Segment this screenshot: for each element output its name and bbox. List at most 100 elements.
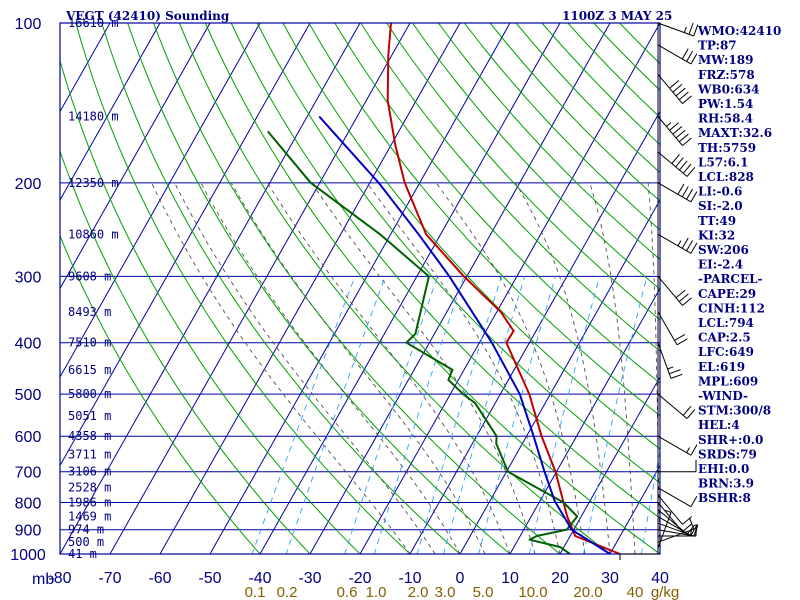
- chart-title: VEGT (42410) Sounding: [65, 9, 230, 23]
- index-value: BSHR:8: [698, 491, 751, 505]
- index-value: TP:87: [698, 39, 737, 53]
- index-value: LCL:828: [698, 170, 754, 184]
- mixing-ratio-label: 10.0: [518, 584, 547, 600]
- index-value: -PARCEL-: [698, 272, 763, 286]
- height-label: 16610 m: [68, 16, 119, 30]
- wind-barb: [657, 509, 688, 535]
- wind-barb-feather: [681, 237, 689, 249]
- wind-barb-feather: [682, 163, 692, 174]
- mixing-ratio-label: 0.2: [277, 584, 298, 600]
- index-value: SRDS:79: [698, 447, 757, 461]
- dry-adiabat-line: [412, 23, 660, 290]
- index-value: LI:-0.6: [698, 185, 742, 199]
- wind-barb-feather: [693, 524, 699, 537]
- index-value: RH:58.4: [698, 112, 753, 126]
- wind-barb-feather: [682, 405, 692, 416]
- moist-adiabat-line: [200, 182, 461, 554]
- isotherm-line: [60, 23, 261, 379]
- wind-barb-feather: [690, 444, 698, 456]
- height-label: 974 m: [68, 523, 104, 537]
- dry-adiabat-line: [101, 23, 461, 554]
- index-value: MAXT:32.6: [698, 126, 772, 140]
- index-value: CINH:112: [698, 301, 765, 315]
- mixing-ratio-label: 40: [627, 584, 644, 600]
- wind-barb: [657, 311, 678, 346]
- height-label: 3106 m: [68, 465, 111, 479]
- pressure-tick-label: 1000: [10, 547, 46, 564]
- dry-adiabat-line: [178, 23, 611, 554]
- height-label: 500 m: [68, 535, 104, 549]
- wind-barb-feather: [675, 289, 686, 299]
- plot-frame: [59, 22, 661, 555]
- moist-adiabat-line: [267, 182, 511, 554]
- dry-adiabat-line: [308, 23, 660, 417]
- wind-barb-feather: [682, 523, 692, 533]
- mixing-ratio-label: 1.0: [366, 584, 387, 600]
- dry-adiabat-line: [127, 23, 511, 554]
- wind-barb-feather: [686, 240, 694, 252]
- dry-adiabat-line: [60, 58, 361, 554]
- mixing-ratio-label: 0.6: [337, 584, 358, 600]
- wind-barb: [657, 151, 688, 177]
- wind-barb-half: [686, 447, 691, 453]
- pressure-tick-label: 400: [15, 336, 42, 353]
- dry-adiabat-line: [153, 23, 561, 554]
- temperature-tick-label: -20: [348, 570, 371, 587]
- height-label: 2528 m: [68, 481, 111, 495]
- pressure-tick-label: 700: [15, 465, 42, 482]
- mixing-ratio-line: [416, 276, 502, 554]
- wind-barb-feather: [681, 186, 689, 198]
- moist-adiabat-line: [435, 182, 586, 554]
- wind-barb: [657, 342, 672, 379]
- pressure-tick-label: 900: [15, 523, 42, 540]
- pressure-tick-label: 800: [15, 496, 42, 513]
- temperature-tick-label: -30: [298, 570, 321, 587]
- pressure-tick-label: 500: [15, 387, 42, 404]
- wind-barb-feather: [682, 137, 692, 146]
- index-value: CAP:2.5: [698, 331, 751, 345]
- mixing-ratio-label: g/kg: [651, 584, 679, 600]
- index-value: WMO:42410: [697, 24, 781, 38]
- height-label: 1469 m: [68, 510, 111, 524]
- moist-adiabat-line: [515, 182, 611, 554]
- dry-adiabat-line: [386, 23, 660, 321]
- wind-barb: [657, 487, 692, 508]
- wind-barb-feather: [693, 24, 699, 37]
- height-label: 5051 m: [68, 409, 111, 423]
- wind-barb: [657, 116, 683, 146]
- wind-barb-feather: [672, 83, 683, 93]
- chart-timestamp: 1100Z 3 MAY 25: [562, 9, 672, 23]
- wind-barb: [657, 502, 683, 532]
- sounding-profiles: [267, 23, 621, 554]
- wind-barb: [657, 74, 683, 104]
- wind-barb-feather: [690, 496, 698, 507]
- height-label: 5800 m: [68, 387, 111, 401]
- temperature-tick-label: -70: [98, 570, 121, 587]
- wind-barb-feather: [686, 166, 696, 177]
- isotherm-line: [0, 23, 10, 554]
- isotherm-line: [409, 110, 660, 554]
- height-label: 1986 m: [68, 496, 111, 510]
- mixing-ratio-label: 0.1: [245, 584, 266, 600]
- index-value: MPL:609: [698, 374, 758, 388]
- skewt-grid: [0, 23, 660, 554]
- height-label: 4358 m: [68, 429, 111, 443]
- wind-barb-feather: [678, 133, 689, 143]
- index-value: PW:1.54: [698, 97, 753, 111]
- wind-barb-feather: [669, 122, 680, 131]
- temperature-tick-label: -40: [248, 570, 271, 587]
- wind-barb-feather: [690, 524, 698, 536]
- wind-barb-feather: [669, 80, 680, 89]
- mixing-ratio-label: 20.0: [573, 584, 602, 600]
- wind-barb-half: [690, 529, 693, 536]
- temperature-tick-label: 30: [601, 570, 619, 587]
- dry-adiabat-line: [334, 23, 660, 384]
- height-label: 12350 m: [68, 176, 119, 190]
- dewpoint-profile: [267, 130, 579, 554]
- isotherm-line: [359, 23, 660, 554]
- temperature-tick-label: 0: [456, 570, 465, 587]
- index-value: SW:206: [698, 243, 749, 257]
- wind-barb: [657, 276, 683, 306]
- mixing-ratio-line: [285, 276, 386, 554]
